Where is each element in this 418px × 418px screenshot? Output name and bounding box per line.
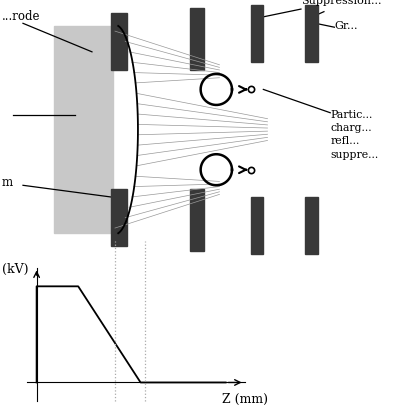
Bar (190, 189, 204, 251)
Bar (251, 5, 263, 62)
Bar (111, 13, 127, 70)
Text: V (kV): V (kV) (0, 263, 29, 276)
Bar (54, 26, 113, 233)
Bar (251, 197, 263, 254)
Text: Partic...
charg...
refl...
suppre...: Partic... charg... refl... suppre... (330, 110, 378, 160)
Text: Gr...: Gr... (334, 21, 358, 31)
Text: Suppression...: Suppression... (301, 0, 382, 7)
Bar (190, 8, 204, 70)
Bar (305, 5, 318, 62)
Bar (305, 197, 318, 254)
Text: Z (mm): Z (mm) (222, 393, 268, 406)
Text: m: m (2, 176, 13, 189)
Bar (111, 189, 127, 246)
Text: ...rode: ...rode (2, 10, 41, 23)
